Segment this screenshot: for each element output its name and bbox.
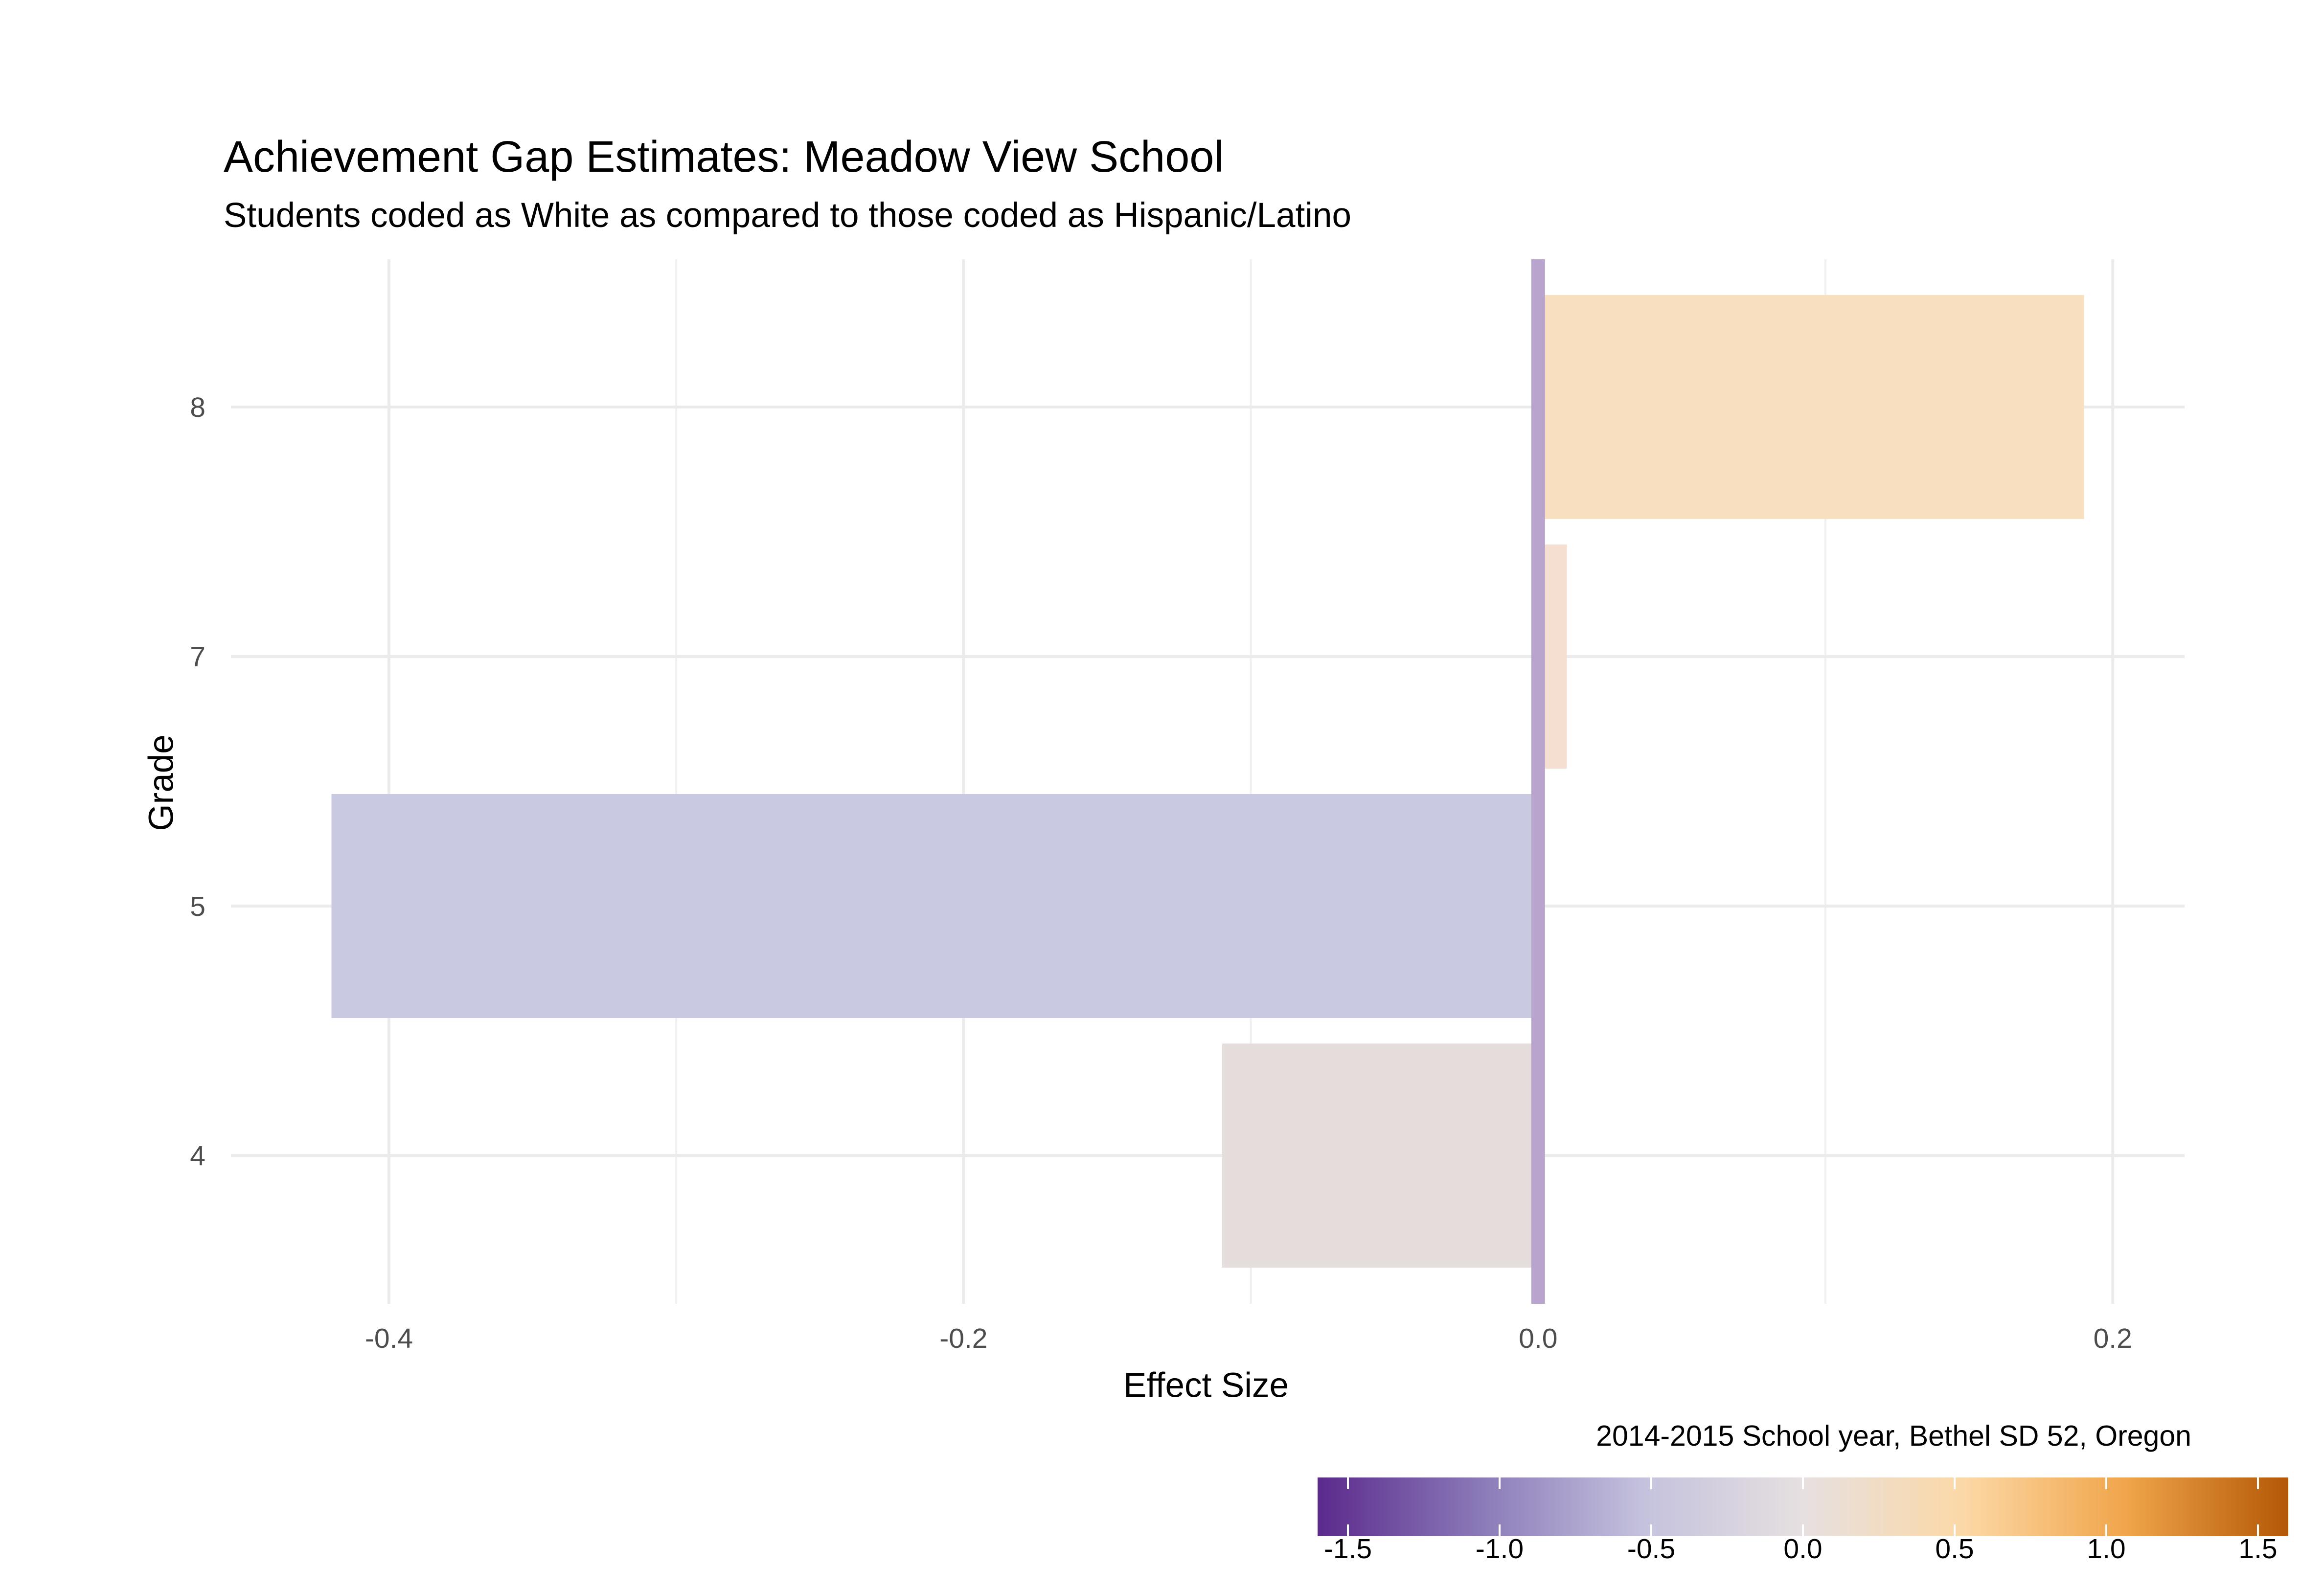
colorbar-tick-label: -0.5 xyxy=(1627,1533,1675,1565)
x-tick-label: -0.2 xyxy=(939,1323,987,1354)
y-tick-label: 7 xyxy=(190,641,205,673)
y-tick-label: 5 xyxy=(190,891,205,922)
x-axis-label: Effect Size xyxy=(1123,1366,1289,1405)
chart-title: Achievement Gap Estimates: Meadow View S… xyxy=(224,133,1224,182)
x-tick-label: 0.0 xyxy=(1519,1323,1557,1354)
chart-caption: 2014-2015 School year, Bethel SD 52, Ore… xyxy=(1596,1420,2191,1452)
colorbar-tick-label: 1.5 xyxy=(2238,1533,2277,1565)
colorbar-tick-label: 1.0 xyxy=(2087,1533,2125,1565)
x-tick-label: 0.2 xyxy=(2094,1323,2132,1354)
bar xyxy=(331,794,1538,1018)
x-tick-label: -0.4 xyxy=(365,1323,413,1354)
colorbar-tick-label: 0.0 xyxy=(1783,1533,1822,1565)
bar xyxy=(1538,295,2084,519)
y-tick-label: 8 xyxy=(190,392,205,423)
bar xyxy=(1222,1044,1538,1268)
chart-subtitle: Students coded as White as compared to t… xyxy=(224,196,1351,235)
y-tick-label: 4 xyxy=(190,1140,205,1172)
colorbar-tick-label: -1.5 xyxy=(1324,1533,1372,1565)
colorbar-tick-label: 0.5 xyxy=(1935,1533,1974,1565)
colorbar-tick-label: -1.0 xyxy=(1476,1533,1524,1565)
